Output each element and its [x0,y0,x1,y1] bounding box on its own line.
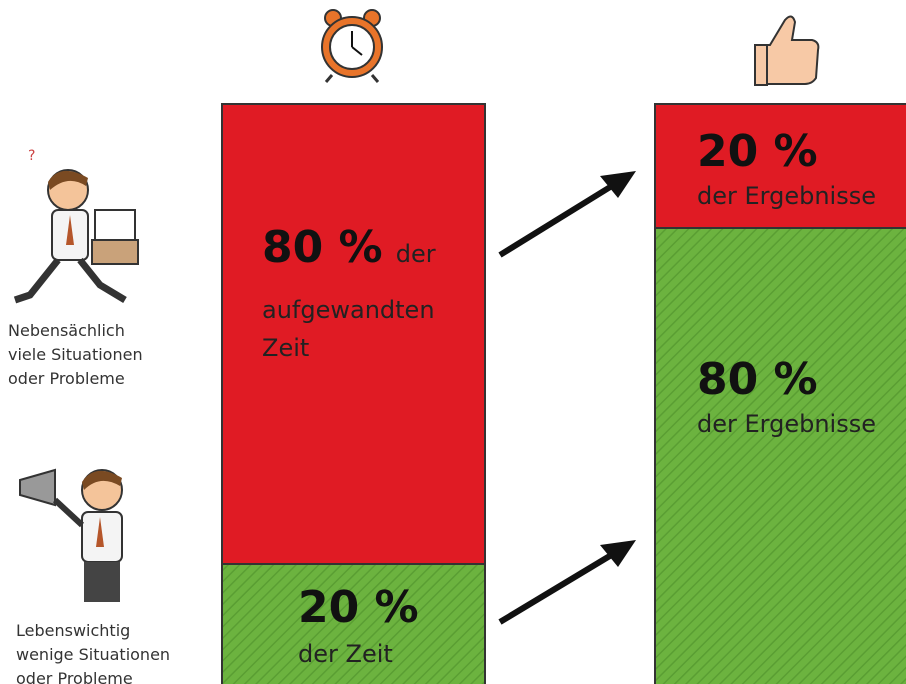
page: ? Nebensächlich viele Situationen oder P… [0,0,906,684]
arrow [500,171,636,255]
text-line: der Zeit [298,640,393,668]
percent: 20 % [298,582,419,633]
caption-line: Lebenswichtig [16,621,130,640]
text-line: der Ergebnisse [697,410,876,438]
percent: 20 % [697,126,818,177]
caption-line: viele Situationen [8,345,143,364]
busy-person-illustration: ? [15,148,138,300]
megaphone-person-illustration [20,470,122,602]
text-line: aufgewandten [262,296,435,324]
caption-line: wenige Situationen [16,645,170,664]
alarm-clock-icon [322,10,382,82]
question-marks: ? [28,148,35,164]
results-bottom-block [655,228,906,684]
caption-2: Lebenswichtig wenige Situationen oder Pr… [16,621,170,684]
caption-line: oder Probleme [16,669,133,684]
thumbs-up-icon [755,16,818,85]
arrow [500,540,636,622]
text-line: Zeit [262,334,309,362]
caption-line: Nebensächlich [8,321,125,340]
infographic: ? Nebensächlich viele Situationen oder P… [0,0,906,684]
caption-line: oder Probleme [8,369,125,388]
percent: 80 % [262,222,383,273]
percent: 80 % [697,354,818,405]
text-line: der [396,240,436,268]
caption-1: Nebensächlich viele Situationen oder Pro… [8,321,143,388]
text-line: der Ergebnisse [697,182,876,210]
